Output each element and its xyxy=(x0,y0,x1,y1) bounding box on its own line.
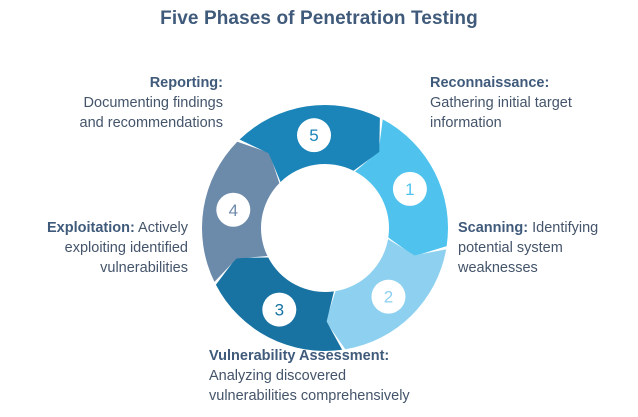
phase-3-line-1: Analyzing discovered xyxy=(209,368,347,384)
phase-3-badge xyxy=(262,292,297,327)
phase-3-line-2: vulnerabilities comprehensively xyxy=(209,388,410,404)
phase-4-line-3: vulnerabilities xyxy=(100,260,188,276)
phase-5-line-2: and recommendations xyxy=(79,115,223,131)
phase-4-line-1: Actively xyxy=(138,220,188,236)
phase-4-badge xyxy=(216,192,251,227)
phase-2-badge xyxy=(371,279,406,314)
phase-1-heading: Reconnaissance: xyxy=(430,75,550,91)
diagram-title: Five Phases of Penetration Testing xyxy=(160,8,478,29)
phase-1-number: 1 xyxy=(405,180,414,199)
phase-4-heading: Exploitation: xyxy=(46,220,135,236)
phase-4-line-2: exploiting identified xyxy=(64,240,188,256)
phase-3-description: Vulnerability Assessment: Analyzing disc… xyxy=(209,346,410,406)
phase-2-number: 2 xyxy=(384,288,393,307)
phase-5-number: 5 xyxy=(309,126,318,145)
phase-1-line-1: Gathering initial target xyxy=(430,95,572,111)
phase-2-line-3: weaknesses xyxy=(458,260,538,276)
phase-1-line-2: information xyxy=(430,115,502,131)
phase-1-badge xyxy=(392,171,427,206)
phase-2-heading: Scanning: xyxy=(458,220,529,236)
cycle-badges: 1 2 3 4 5 xyxy=(216,118,427,327)
phase-1-description: Reconnaissance: Gathering initial target… xyxy=(430,73,572,133)
phase-3-heading: Vulnerability Assessment: xyxy=(209,348,390,364)
phase-4-description: Exploitation: Actively exploiting identi… xyxy=(18,218,188,278)
phase-4-number: 4 xyxy=(229,201,238,220)
phase-5-description: Reporting: Documenting findings and reco… xyxy=(40,73,223,133)
phase-5-heading: Reporting: xyxy=(149,75,223,91)
phase-2-description: Scanning: Identifying potential system w… xyxy=(458,218,598,278)
phase-2-line-1: Identifying xyxy=(532,220,599,236)
phase-5-line-1: Documenting findings xyxy=(83,95,223,111)
phase-3-number: 3 xyxy=(275,301,284,320)
phase-5-badge xyxy=(297,118,332,153)
phase-2-line-2: potential system xyxy=(458,240,563,256)
